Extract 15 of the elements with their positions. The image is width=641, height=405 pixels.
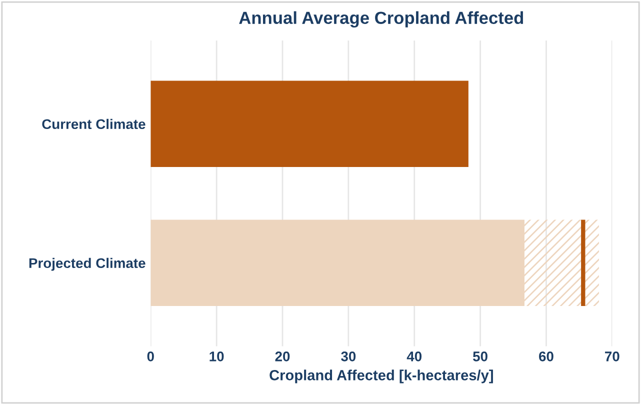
chart-title: Annual Average Cropland Affected	[239, 11, 524, 28]
x-tick-label: 50	[472, 352, 488, 362]
y-tick-label: Projected Climate	[29, 258, 146, 271]
x-tick-label: 20	[275, 352, 290, 362]
bar	[150, 220, 524, 306]
bar	[524, 220, 599, 306]
bar	[150, 80, 468, 167]
x-tick-label: 0	[147, 352, 154, 362]
x-axis-title: Cropland Affected [k-hectares/y]	[270, 370, 493, 384]
y-tick-label: Current Climate	[42, 118, 146, 130]
x-tick-label: 40	[406, 352, 422, 362]
x-tick-label: 10	[210, 352, 224, 362]
x-tick-label: 30	[341, 352, 356, 362]
x-tick-label: 70	[605, 352, 620, 362]
x-tick-label: 60	[539, 352, 554, 362]
